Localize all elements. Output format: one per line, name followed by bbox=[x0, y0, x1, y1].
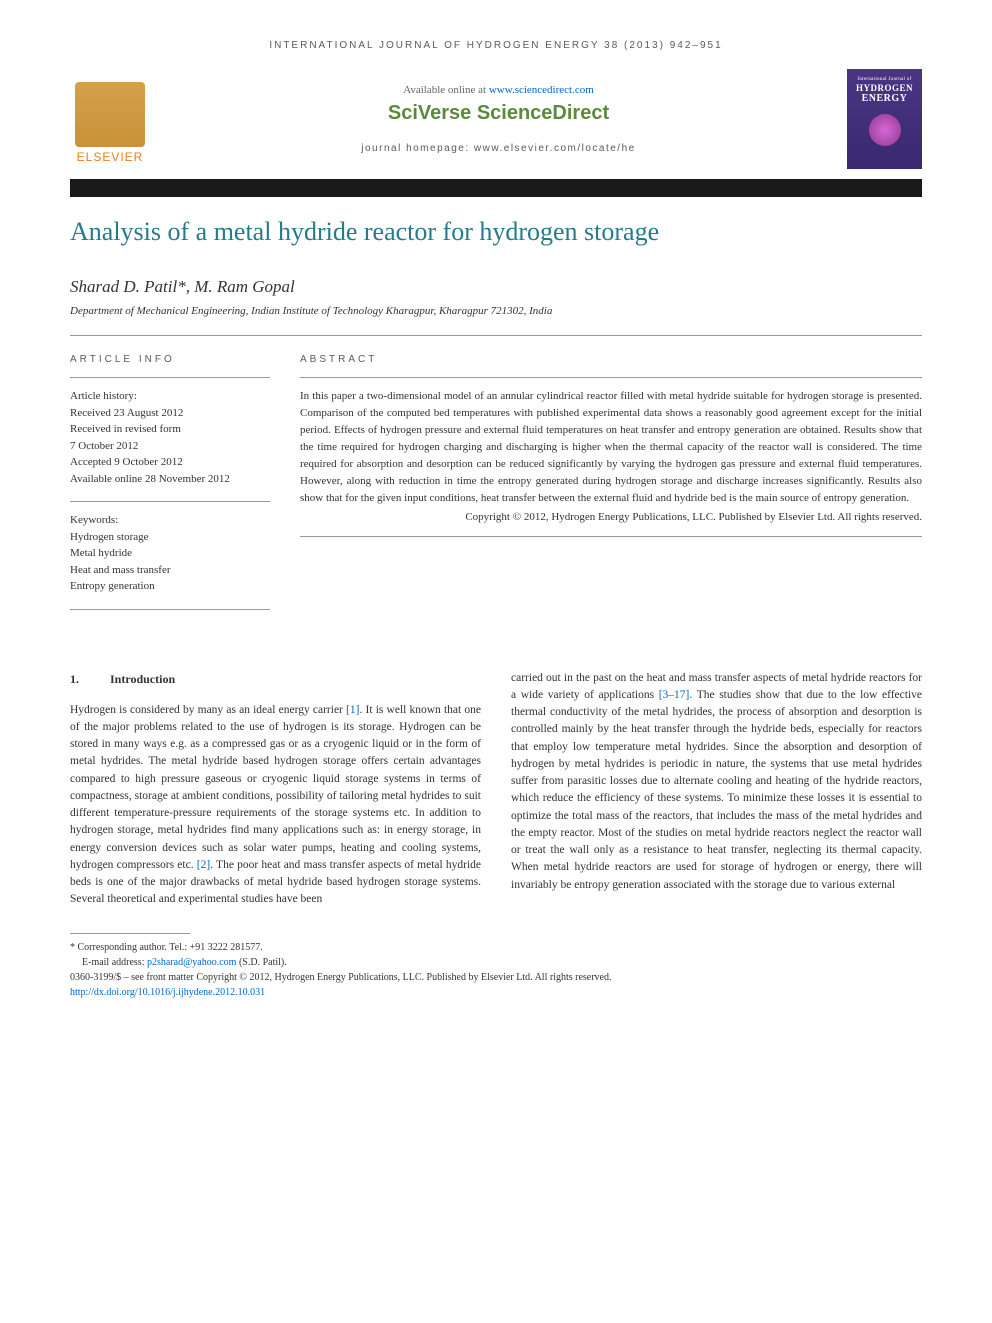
abstract-divider bbox=[300, 536, 922, 537]
keywords-label: Keywords: bbox=[70, 512, 270, 529]
section-title: Introduction bbox=[110, 672, 175, 686]
divider bbox=[70, 335, 922, 336]
email-line: E-mail address: p2sharad@yahoo.com (S.D.… bbox=[70, 955, 922, 970]
corresponding-author: * Corresponding author. Tel.: +91 3222 2… bbox=[70, 940, 922, 955]
info-divider bbox=[70, 501, 270, 502]
history-revised2: 7 October 2012 bbox=[70, 438, 270, 455]
reference-link[interactable]: [1] bbox=[346, 704, 359, 716]
text: . The studies show that due to the low e… bbox=[511, 689, 922, 891]
info-divider bbox=[70, 609, 270, 610]
reference-link[interactable]: [3–17] bbox=[659, 689, 690, 701]
body-paragraph: Hydrogen is considered by many as an ide… bbox=[70, 702, 481, 909]
cover-graphic-icon bbox=[869, 114, 901, 146]
issn-copyright: 0360-3199/$ – see front matter Copyright… bbox=[70, 970, 922, 985]
journal-homepage: journal homepage: www.elsevier.com/locat… bbox=[150, 143, 847, 154]
section-heading-intro: 1.Introduction bbox=[70, 670, 481, 688]
info-divider bbox=[70, 377, 270, 378]
sciencedirect-link[interactable]: www.sciencedirect.com bbox=[489, 84, 594, 96]
abstract-label: ABSTRACT bbox=[300, 354, 922, 365]
history-revised1: Received in revised form bbox=[70, 421, 270, 438]
footer: * Corresponding author. Tel.: +91 3222 2… bbox=[70, 933, 922, 1000]
abstract-text: In this paper a two-dimensional model of… bbox=[300, 388, 922, 507]
history-received: Received 23 August 2012 bbox=[70, 405, 270, 422]
email-link[interactable]: p2sharad@yahoo.com bbox=[147, 957, 236, 968]
abstract: ABSTRACT In this paper a two-dimensional… bbox=[300, 354, 922, 620]
article-info-label: ARTICLE INFO bbox=[70, 354, 270, 365]
sciverse-text: SciVerse ScienceDirect bbox=[388, 102, 609, 124]
article-history: Article history: Received 23 August 2012… bbox=[70, 388, 270, 487]
cover-line2: HYDROGEN bbox=[856, 83, 913, 93]
sciverse-logo: SciVerse ScienceDirect bbox=[150, 102, 847, 125]
article-title: Analysis of a metal hydride reactor for … bbox=[70, 217, 922, 247]
affiliation: Department of Mechanical Engineering, In… bbox=[70, 305, 922, 317]
body-paragraph: carried out in the past on the heat and … bbox=[511, 670, 922, 894]
email-suffix: (S.D. Patil). bbox=[236, 957, 286, 968]
history-label: Article history: bbox=[70, 388, 270, 405]
section-num: 1. bbox=[70, 670, 110, 688]
info-abstract-row: ARTICLE INFO Article history: Received 2… bbox=[70, 354, 922, 620]
elsevier-tree-icon bbox=[75, 82, 145, 147]
center-header: Available online at www.sciencedirect.co… bbox=[150, 84, 847, 154]
column-right: carried out in the past on the heat and … bbox=[511, 670, 922, 909]
footer-divider bbox=[70, 933, 190, 934]
elsevier-logo: ELSEVIER bbox=[70, 74, 150, 164]
text: Hydrogen is considered by many as an ide… bbox=[70, 704, 346, 716]
cover-line1: International Journal of bbox=[857, 77, 911, 82]
column-left: 1.Introduction Hydrogen is considered by… bbox=[70, 670, 481, 909]
copyright: Copyright © 2012, Hydrogen Energy Public… bbox=[300, 509, 922, 526]
keyword: Hydrogen storage bbox=[70, 529, 270, 546]
doi-link[interactable]: http://dx.doi.org/10.1016/j.ijhydene.201… bbox=[70, 987, 265, 998]
abstract-divider bbox=[300, 377, 922, 378]
keyword: Metal hydride bbox=[70, 545, 270, 562]
cover-line3: ENERGY bbox=[862, 93, 908, 104]
available-prefix: Available online at bbox=[403, 84, 489, 96]
keyword: Entropy generation bbox=[70, 578, 270, 595]
available-online: Available online at www.sciencedirect.co… bbox=[150, 84, 847, 96]
reference-link[interactable]: [2] bbox=[197, 859, 210, 871]
journal-cover-thumbnail: International Journal of HYDROGEN ENERGY bbox=[847, 69, 922, 169]
header-citation: INTERNATIONAL JOURNAL OF HYDROGEN ENERGY… bbox=[70, 40, 922, 51]
body-columns: 1.Introduction Hydrogen is considered by… bbox=[70, 670, 922, 909]
email-label: E-mail address: bbox=[82, 957, 147, 968]
history-accepted: Accepted 9 October 2012 bbox=[70, 454, 270, 471]
keyword: Heat and mass transfer bbox=[70, 562, 270, 579]
history-online: Available online 28 November 2012 bbox=[70, 471, 270, 488]
header-box: ELSEVIER Available online at www.science… bbox=[70, 69, 922, 169]
authors: Sharad D. Patil*, M. Ram Gopal bbox=[70, 277, 922, 297]
black-divider-bar bbox=[70, 179, 922, 197]
elsevier-label: ELSEVIER bbox=[77, 150, 144, 164]
article-info: ARTICLE INFO Article history: Received 2… bbox=[70, 354, 270, 620]
text: . It is well known that one of the major… bbox=[70, 704, 481, 871]
keywords: Keywords: Hydrogen storage Metal hydride… bbox=[70, 512, 270, 595]
